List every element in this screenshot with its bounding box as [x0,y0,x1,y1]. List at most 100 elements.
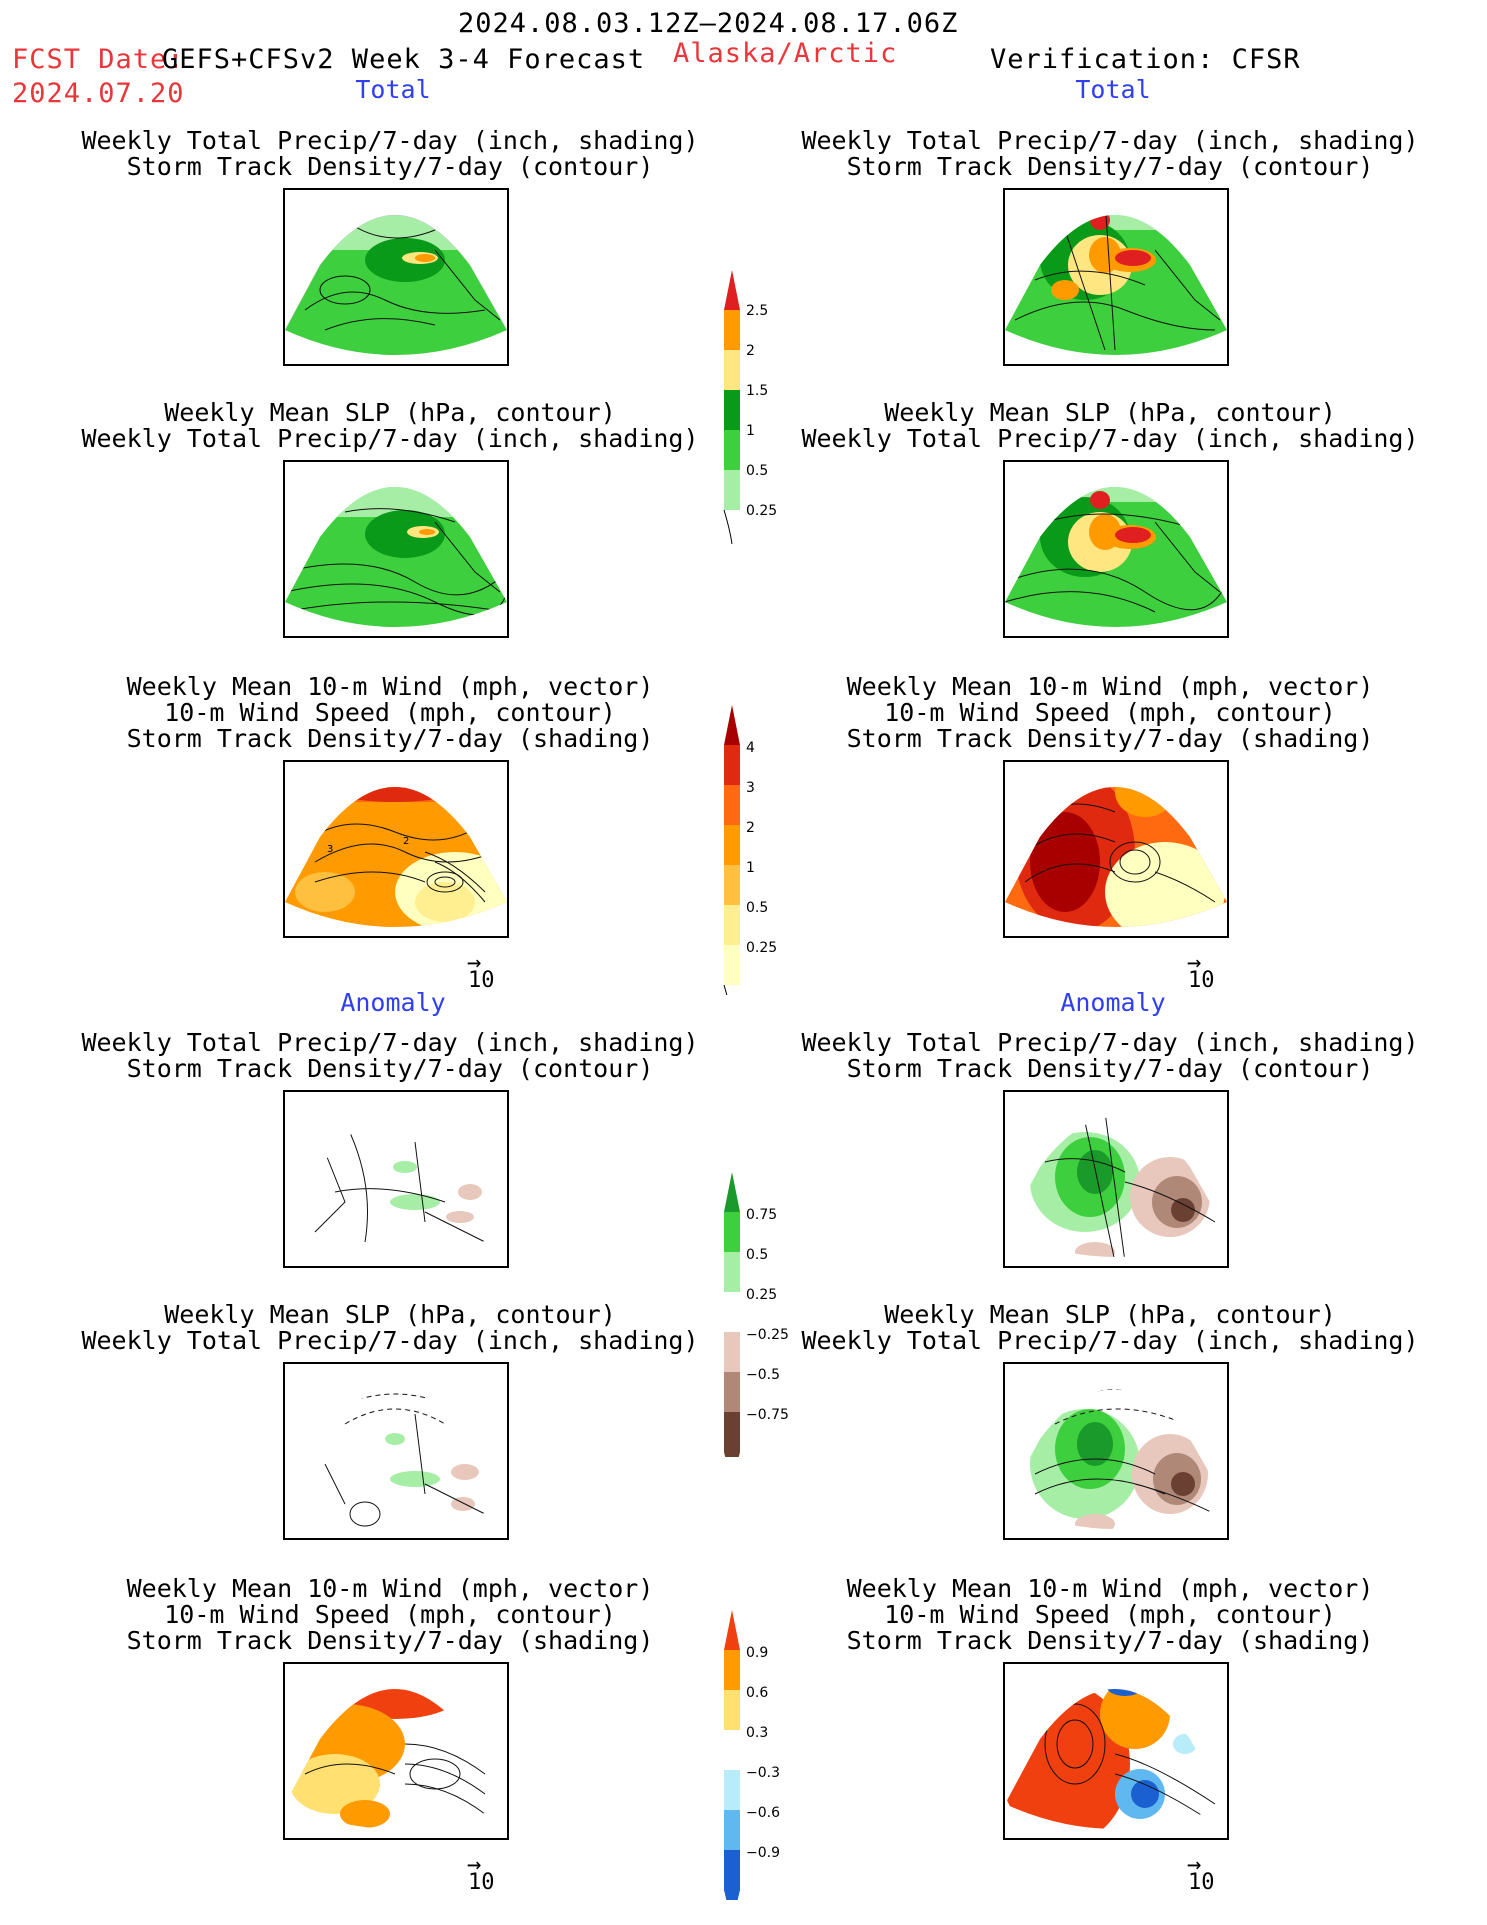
cb-label: −0.75 [746,1407,789,1423]
colorbar-segment [724,1650,740,1690]
colorbar-bottom-arrow [724,1890,740,1900]
model-name: GEFS+CFSv2 Week 3-4 Forecast [162,44,646,75]
title-precip-storm-total-right: Weekly Total Precip/7-day (inch, shading… [801,126,1419,181]
cb-label: 0.25 [746,940,778,956]
colorbar-segment [724,1252,740,1292]
colorbar-segment [724,825,740,865]
colorbar-top-arrow [724,1610,740,1650]
vector-reference-value: 10 [1188,968,1215,993]
date-range: 2024.08.03.12Z–2024.08.17.06Z [458,8,959,39]
title-wind-storm-total-right: Weekly Mean 10-m Wind (mph, vector) 10-m… [846,672,1374,753]
colorbar-segment [724,1332,740,1372]
colorbar-segment [724,1690,740,1730]
colorbar-segment [724,785,740,825]
verification-label: Verification: CFSR [990,44,1301,75]
cb-label: 2 [746,820,755,836]
map-slp-precip-anom-verification [1003,1362,1229,1540]
map-precip-storm-anom-forecast [283,1090,509,1268]
map-wind-storm-anom-forecast [283,1662,509,1840]
colorbar-storm-total [720,705,820,995]
title-precip-storm-anom-right: Weekly Total Precip/7-day (inch, shading… [801,1028,1419,1083]
cb-label: 1.5 [746,383,769,399]
colorbar-segment [724,430,740,470]
colorbar-segment [724,1212,740,1252]
colorbar-storm-anom [720,1610,820,1900]
title-precip-storm-total-left: Weekly Total Precip/7-day (inch, shading… [81,126,699,181]
contour-label: 3 [327,844,333,855]
colorbar-segment [724,1412,740,1452]
colorbar-segment [724,350,740,390]
colorbar-segment [724,745,740,785]
title-slp-precip-anom-right: Weekly Mean SLP (hPa, contour) Weekly To… [801,1300,1419,1355]
cb-label: 0.25 [746,503,778,519]
colorbar-segment [724,1372,740,1412]
colorbar-precip-total [720,270,820,555]
cb-label: 2 [746,343,755,359]
colorbar-segment [724,1850,740,1890]
cb-label: 0.5 [746,463,769,479]
map-wind-storm-anom-verification [1003,1662,1229,1840]
section-total-left: Total [355,75,431,104]
cb-label: 4 [746,740,755,756]
cb-label: 1 [746,423,755,439]
colorbar-bottom-tail [723,509,733,545]
cb-label: 1 [746,860,755,876]
vector-reference-arrow: → [1187,948,1202,976]
colorbar-segment [724,1292,740,1332]
title-slp-precip-anom-left: Weekly Mean SLP (hPa, contour) Weekly To… [81,1300,699,1355]
cb-label: −0.25 [746,1327,789,1343]
map-precip-storm-anom-verification [1003,1090,1229,1268]
colorbar-segment [724,865,740,905]
vector-reference-value: 10 [468,1870,495,1895]
cb-label: 0.5 [746,900,769,916]
title-wind-storm-total-left: Weekly Mean 10-m Wind (mph, vector) 10-m… [126,672,654,753]
colorbar-segment [724,945,740,985]
region-name: Alaska/Arctic [673,38,898,69]
title-slp-precip-total-right: Weekly Mean SLP (hPa, contour) Weekly To… [801,398,1419,453]
section-anomaly-right: Anomaly [1060,988,1166,1017]
colorbar-segment [724,470,740,510]
cb-label: 0.9 [746,1645,769,1661]
map-slp-precip-anom-forecast [283,1362,509,1540]
colorbar-top-arrow [724,1172,740,1212]
colorbar-bottom-arrow [724,1452,740,1457]
title-wind-storm-anom-right: Weekly Mean 10-m Wind (mph, vector) 10-m… [846,1574,1374,1655]
colorbar-segment [724,310,740,350]
cb-label: −0.5 [746,1367,780,1383]
map-precip-storm-total-verification [1003,188,1229,366]
vector-reference-arrow: → [1187,1850,1202,1878]
section-anomaly-left: Anomaly [340,988,446,1017]
cb-label: 0.25 [746,1287,778,1303]
fcst-date: 2024.07.20 [12,78,185,109]
map-wind-storm-total-forecast: 3 2 [283,760,509,938]
cb-label: 2.5 [746,303,769,319]
vector-reference-arrow: → [467,948,482,976]
colorbar-segment [724,1730,740,1770]
colorbar-segment [724,905,740,945]
map-wind-storm-total-verification [1003,760,1229,938]
colorbar-segment [724,1770,740,1810]
vector-reference-value: 10 [468,968,495,993]
vector-reference-value: 10 [1188,1870,1215,1895]
map-slp-precip-total-forecast [283,460,509,638]
colorbar-precip-anom [720,1172,820,1457]
cb-label: 0.75 [746,1207,778,1223]
section-total-right: Total [1075,75,1151,104]
vector-reference-arrow: → [467,1850,482,1878]
cb-label: 0.3 [746,1725,769,1741]
contour-label: 2 [403,836,409,847]
cb-label: −0.3 [746,1765,780,1781]
colorbar-bottom-tail [723,984,728,995]
colorbar-top-arrow [724,270,740,310]
fcst-label: FCST Date: [12,44,185,75]
cb-label: −0.9 [746,1845,780,1861]
cb-label: −0.6 [746,1805,780,1821]
cb-label: 0.6 [746,1685,769,1701]
cb-label: 0.5 [746,1247,769,1263]
title-precip-storm-anom-left: Weekly Total Precip/7-day (inch, shading… [81,1028,699,1083]
map-precip-storm-total-forecast [283,188,509,366]
colorbar-top-arrow [724,705,740,745]
colorbar-segment [724,390,740,430]
colorbar-segment [724,1810,740,1850]
map-slp-precip-total-verification [1003,460,1229,638]
